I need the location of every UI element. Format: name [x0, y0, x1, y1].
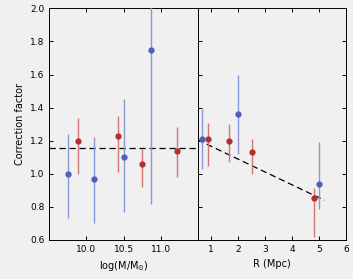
- X-axis label: log(M/M$_{\odot}$): log(M/M$_{\odot}$): [98, 259, 149, 273]
- Y-axis label: Correction factor: Correction factor: [14, 83, 25, 165]
- X-axis label: R (Mpc): R (Mpc): [253, 259, 291, 269]
